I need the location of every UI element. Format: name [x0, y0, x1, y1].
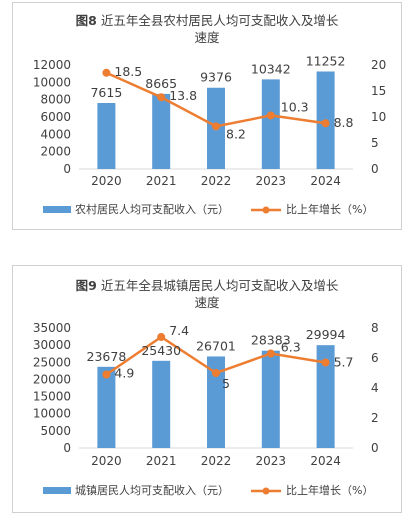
growth-point — [266, 111, 275, 120]
bar — [261, 350, 280, 448]
growth-point — [321, 119, 330, 128]
y-left-tick-label: 0 — [63, 441, 71, 455]
urban-income-chart: 0 5000 10000 15000 20000 25000 30000 35000 0 2 4 6 8… — [33, 321, 379, 497]
bar — [316, 345, 335, 448]
growth-point — [102, 370, 111, 379]
bar-data-label: 25430 — [141, 343, 181, 358]
line-data-label: 18.5 — [114, 64, 142, 79]
x-tick-label: 2024 — [310, 174, 341, 188]
y-right-tick-label: 15 — [371, 84, 386, 98]
y-left-tick-label: 12000 — [33, 58, 71, 72]
growth-point — [102, 68, 111, 77]
legend-bar-swatch — [43, 206, 71, 213]
line-data-label: 5.7 — [334, 355, 354, 370]
y-right-tick-label: 0 — [371, 162, 379, 176]
y-left-tick-label: 2000 — [40, 145, 71, 159]
chart-panel-urban: 图9 近五年全县城镇居民人均可支配收入及增长 速度 0 5000 10000 1500… — [12, 265, 402, 513]
growth-point — [266, 349, 275, 358]
y-right-tick-label: 0 — [371, 441, 379, 455]
growth-point — [212, 369, 220, 377]
bar-data-label: 28383 — [251, 333, 291, 348]
line-data-label: 8.2 — [226, 126, 246, 141]
x-tick-label: 2020 — [91, 174, 122, 188]
y-right-tick-label: 6 — [371, 351, 379, 365]
line-data-label: 4.9 — [114, 366, 134, 381]
bar — [261, 79, 280, 169]
chart-panel-rural: 图8 近五年全县农村居民人均可支配收入及增长 速度 0 2000 4000 6000 8… — [12, 2, 402, 230]
y-left-tick-label: 8000 — [40, 93, 71, 107]
y-left-tick-label: 15000 — [33, 390, 71, 404]
y-left-tick-label: 6000 — [40, 110, 71, 124]
x-tick-label: 2020 — [91, 454, 122, 468]
growth-point — [157, 333, 166, 341]
legend-bar-label: 城镇居民人均可支配收入（元） — [75, 483, 229, 497]
y-left-tick-label: 30000 — [33, 338, 71, 352]
y-right-tick-label: 10 — [371, 110, 386, 124]
bar-data-label: 11252 — [306, 53, 346, 68]
y-left-tick-label: 35000 — [33, 321, 71, 335]
y-right-tick-label: 8 — [371, 321, 379, 335]
bar-data-label: 7615 — [90, 85, 122, 100]
bar-data-label: 10342 — [251, 61, 291, 76]
legend-line-label: 比上年增长（%） — [286, 483, 373, 497]
figure-number: 图8 — [75, 13, 97, 28]
y-left-tick-label: 4000 — [40, 127, 71, 141]
bar — [152, 93, 171, 169]
chart-title-line-2: 速度 — [194, 30, 220, 45]
y-left-tick-label: 10000 — [33, 407, 71, 421]
x-tick-label: 2023 — [256, 454, 287, 468]
bar-data-label: 29994 — [306, 327, 346, 342]
chart-title: 图8 近五年全县农村居民人均可支配收入及增长 — [13, 13, 401, 29]
title-line-1: 近五年全县农村居民人均可支配收入及增长 — [100, 13, 339, 28]
y-left-tick-label: 10000 — [33, 75, 71, 89]
figure-number: 图9 — [75, 278, 97, 293]
y-left-tick-label: 25000 — [33, 355, 71, 369]
bar-data-label: 9376 — [200, 70, 232, 85]
x-tick-label: 2022 — [201, 174, 232, 188]
growth-point — [157, 93, 166, 102]
legend-line-marker — [262, 206, 270, 214]
y-right-tick-label: 5 — [371, 136, 379, 150]
legend-line-label: 比上年增长（%） — [286, 202, 373, 216]
y-left-tick-label: 0 — [63, 162, 71, 176]
chart-title-line-2: 速度 — [194, 295, 220, 310]
y-right-tick-label: 4 — [371, 381, 379, 395]
growth-point — [321, 358, 330, 367]
x-tick-label: 2022 — [201, 454, 232, 468]
bar — [152, 360, 171, 448]
growth-point — [212, 122, 220, 131]
x-tick-label: 2024 — [310, 454, 341, 468]
legend-bar-swatch — [43, 487, 71, 494]
x-tick-label: 2021 — [146, 454, 177, 468]
x-tick-label: 2023 — [256, 174, 287, 188]
bar — [97, 366, 116, 448]
chart-title: 图9 近五年全县城镇居民人均可支配收入及增长 — [13, 278, 401, 294]
bar-data-label: 23678 — [87, 349, 127, 364]
line-data-label: 5 — [222, 376, 230, 391]
line-data-label: 7.4 — [169, 323, 189, 338]
x-tick-label: 2021 — [146, 174, 177, 188]
bar-data-label: 26701 — [196, 338, 236, 353]
y-left-tick-label: 20000 — [33, 372, 71, 386]
line-data-label: 6.3 — [281, 340, 301, 355]
bar — [97, 103, 116, 169]
line-data-label: 10.3 — [281, 99, 309, 114]
bar-data-label: 8665 — [145, 76, 177, 91]
y-left-tick-label: 5000 — [40, 424, 71, 438]
title-line-1: 近五年全县城镇居民人均可支配收入及增长 — [100, 278, 339, 293]
legend-line-marker — [262, 487, 270, 495]
line-data-label: 8.8 — [334, 115, 354, 130]
y-right-tick-label: 20 — [371, 58, 386, 72]
bar — [207, 356, 225, 448]
legend-bar-label: 农村居民人均可支配收入（元） — [75, 202, 229, 216]
line-data-label: 13.8 — [169, 88, 197, 103]
y-right-tick-label: 2 — [371, 411, 379, 425]
